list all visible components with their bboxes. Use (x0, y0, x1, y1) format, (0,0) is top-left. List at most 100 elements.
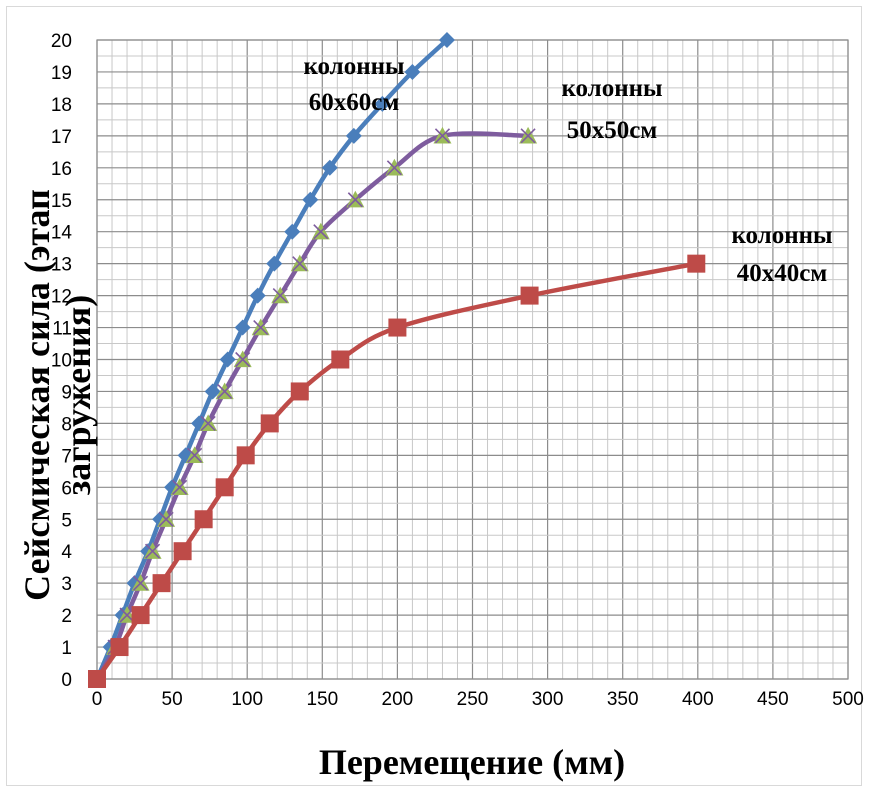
x-tick-label: 350 (607, 689, 639, 710)
series-2-point (170, 478, 189, 495)
series-1-point (219, 351, 236, 368)
series-2-point-cross-b (172, 479, 188, 495)
y-axis-title-line-2: загружения) (58, 295, 98, 495)
y-tick-label: 14 (51, 223, 73, 244)
annotation-40x40-line-1: колонны (731, 222, 832, 249)
x-tick-label: 100 (231, 689, 263, 710)
y-tick-label: 12 (51, 287, 72, 308)
series-2-point (519, 126, 538, 144)
series-2-point-cross-b (235, 351, 251, 368)
series-2-point (385, 158, 404, 176)
annotation-60x60-line-1: колонны (303, 53, 404, 80)
y-tick-label: 9 (61, 382, 72, 403)
series-2-point-cross-b (347, 192, 363, 208)
series-2-point-cross-b (313, 224, 329, 240)
series-2-point-cross-b (434, 128, 451, 144)
tick-labels: 0 50 100 150 200 250 300 350 400 450 5000123456789… (51, 31, 864, 710)
series-1-point (302, 191, 319, 208)
series-2-point (271, 286, 290, 304)
series-2-point (185, 446, 204, 463)
annotation-50x50-line-2: 50х50см (567, 117, 658, 144)
y-tick-label: 4 (61, 542, 72, 563)
series-3-point (215, 478, 234, 497)
y-tick-label: 20 (51, 31, 72, 52)
series-3-point (236, 446, 255, 465)
series-2-point-cross-b (386, 160, 402, 176)
series-3-point (331, 350, 350, 369)
y-tick-label: 8 (61, 414, 72, 435)
series-1-point (266, 255, 283, 272)
x-tick-label: 450 (757, 689, 789, 710)
y-tick-label: 13 (51, 255, 72, 276)
x-tick-label: 300 (532, 689, 564, 710)
series-1-point (438, 32, 455, 48)
series-3-point (194, 510, 213, 529)
x-tick-label: 150 (306, 689, 338, 710)
y-tick-label: 15 (51, 191, 72, 212)
y-axis-title: Сейсмическая сила (этап загружения) (17, 189, 98, 601)
y-tick-label: 2 (61, 606, 72, 627)
y-tick-label: 6 (61, 478, 72, 499)
series-1-point (345, 127, 362, 144)
series-2-point-cross-b (253, 319, 269, 336)
y-axis-title-line-1: Сейсмическая сила (этап (17, 189, 57, 601)
y-tick-label: 18 (51, 95, 72, 116)
series-2-point (433, 126, 452, 144)
y-tick-label: 19 (51, 63, 72, 84)
series-3-point (260, 414, 279, 433)
series-3-point (388, 318, 407, 337)
series-1-point (321, 159, 338, 176)
series-1-point (249, 287, 266, 304)
x-tick-label: 50 (162, 689, 183, 710)
series-2-point (290, 254, 309, 272)
x-tick-label: 0 (92, 689, 103, 710)
series-1-point (404, 63, 421, 80)
y-tick-label: 10 (51, 351, 72, 372)
y-tick-label: 11 (52, 319, 72, 340)
x-tick-label: 200 (382, 689, 414, 710)
series-2-point (199, 414, 218, 432)
series-2-point-cross-b (217, 383, 233, 400)
series-2-point (143, 542, 162, 559)
series-3-point (88, 670, 106, 688)
annotation-40x40-line-2: 40х40см (737, 260, 828, 287)
y-tick-label: 16 (51, 159, 72, 180)
series-3-point (110, 638, 129, 657)
series-1 (89, 32, 455, 687)
x-tick-label: 250 (457, 689, 489, 710)
y-tick-label: 5 (61, 510, 72, 531)
y-tick-label: 7 (61, 446, 72, 467)
series-2-point-cross-b (520, 128, 536, 144)
series-3-point (173, 542, 192, 561)
series-2-point-cross-b (200, 415, 216, 431)
series-group (88, 32, 706, 688)
y-tick-label: 17 (51, 127, 72, 148)
series-1-point (374, 95, 391, 112)
annotation-50x50: колонны 50х50см (561, 75, 662, 144)
series-1-point (204, 383, 221, 400)
series-2-point (131, 574, 150, 591)
series-3-point (290, 382, 309, 401)
series-1-point (284, 223, 301, 240)
annotation-50x50-line-1: колонны (561, 75, 662, 102)
series-2-point (233, 350, 252, 368)
series-2 (88, 126, 538, 687)
series-2-point (157, 510, 176, 527)
series-3-point (520, 286, 539, 305)
series-2-point-cross-b (158, 511, 174, 527)
series-2-point-cross-b (145, 543, 161, 559)
series-2-point (311, 222, 330, 240)
series-3 (88, 254, 706, 688)
y-tick-label: 1 (61, 638, 72, 659)
x-tick-label: 500 (832, 689, 864, 710)
series-2-point-cross-b (272, 288, 288, 304)
series-2-point-cross-b (187, 447, 203, 463)
plot-area-border (96, 39, 849, 680)
series-3-point (687, 254, 706, 273)
annotation-60x60: колонны 60х60см (303, 53, 404, 116)
x-tick-label: 400 (682, 689, 714, 710)
annotation-60x60-line-2: 60х60см (309, 89, 400, 116)
series-2-point (251, 318, 270, 336)
series-3-point (131, 606, 150, 625)
